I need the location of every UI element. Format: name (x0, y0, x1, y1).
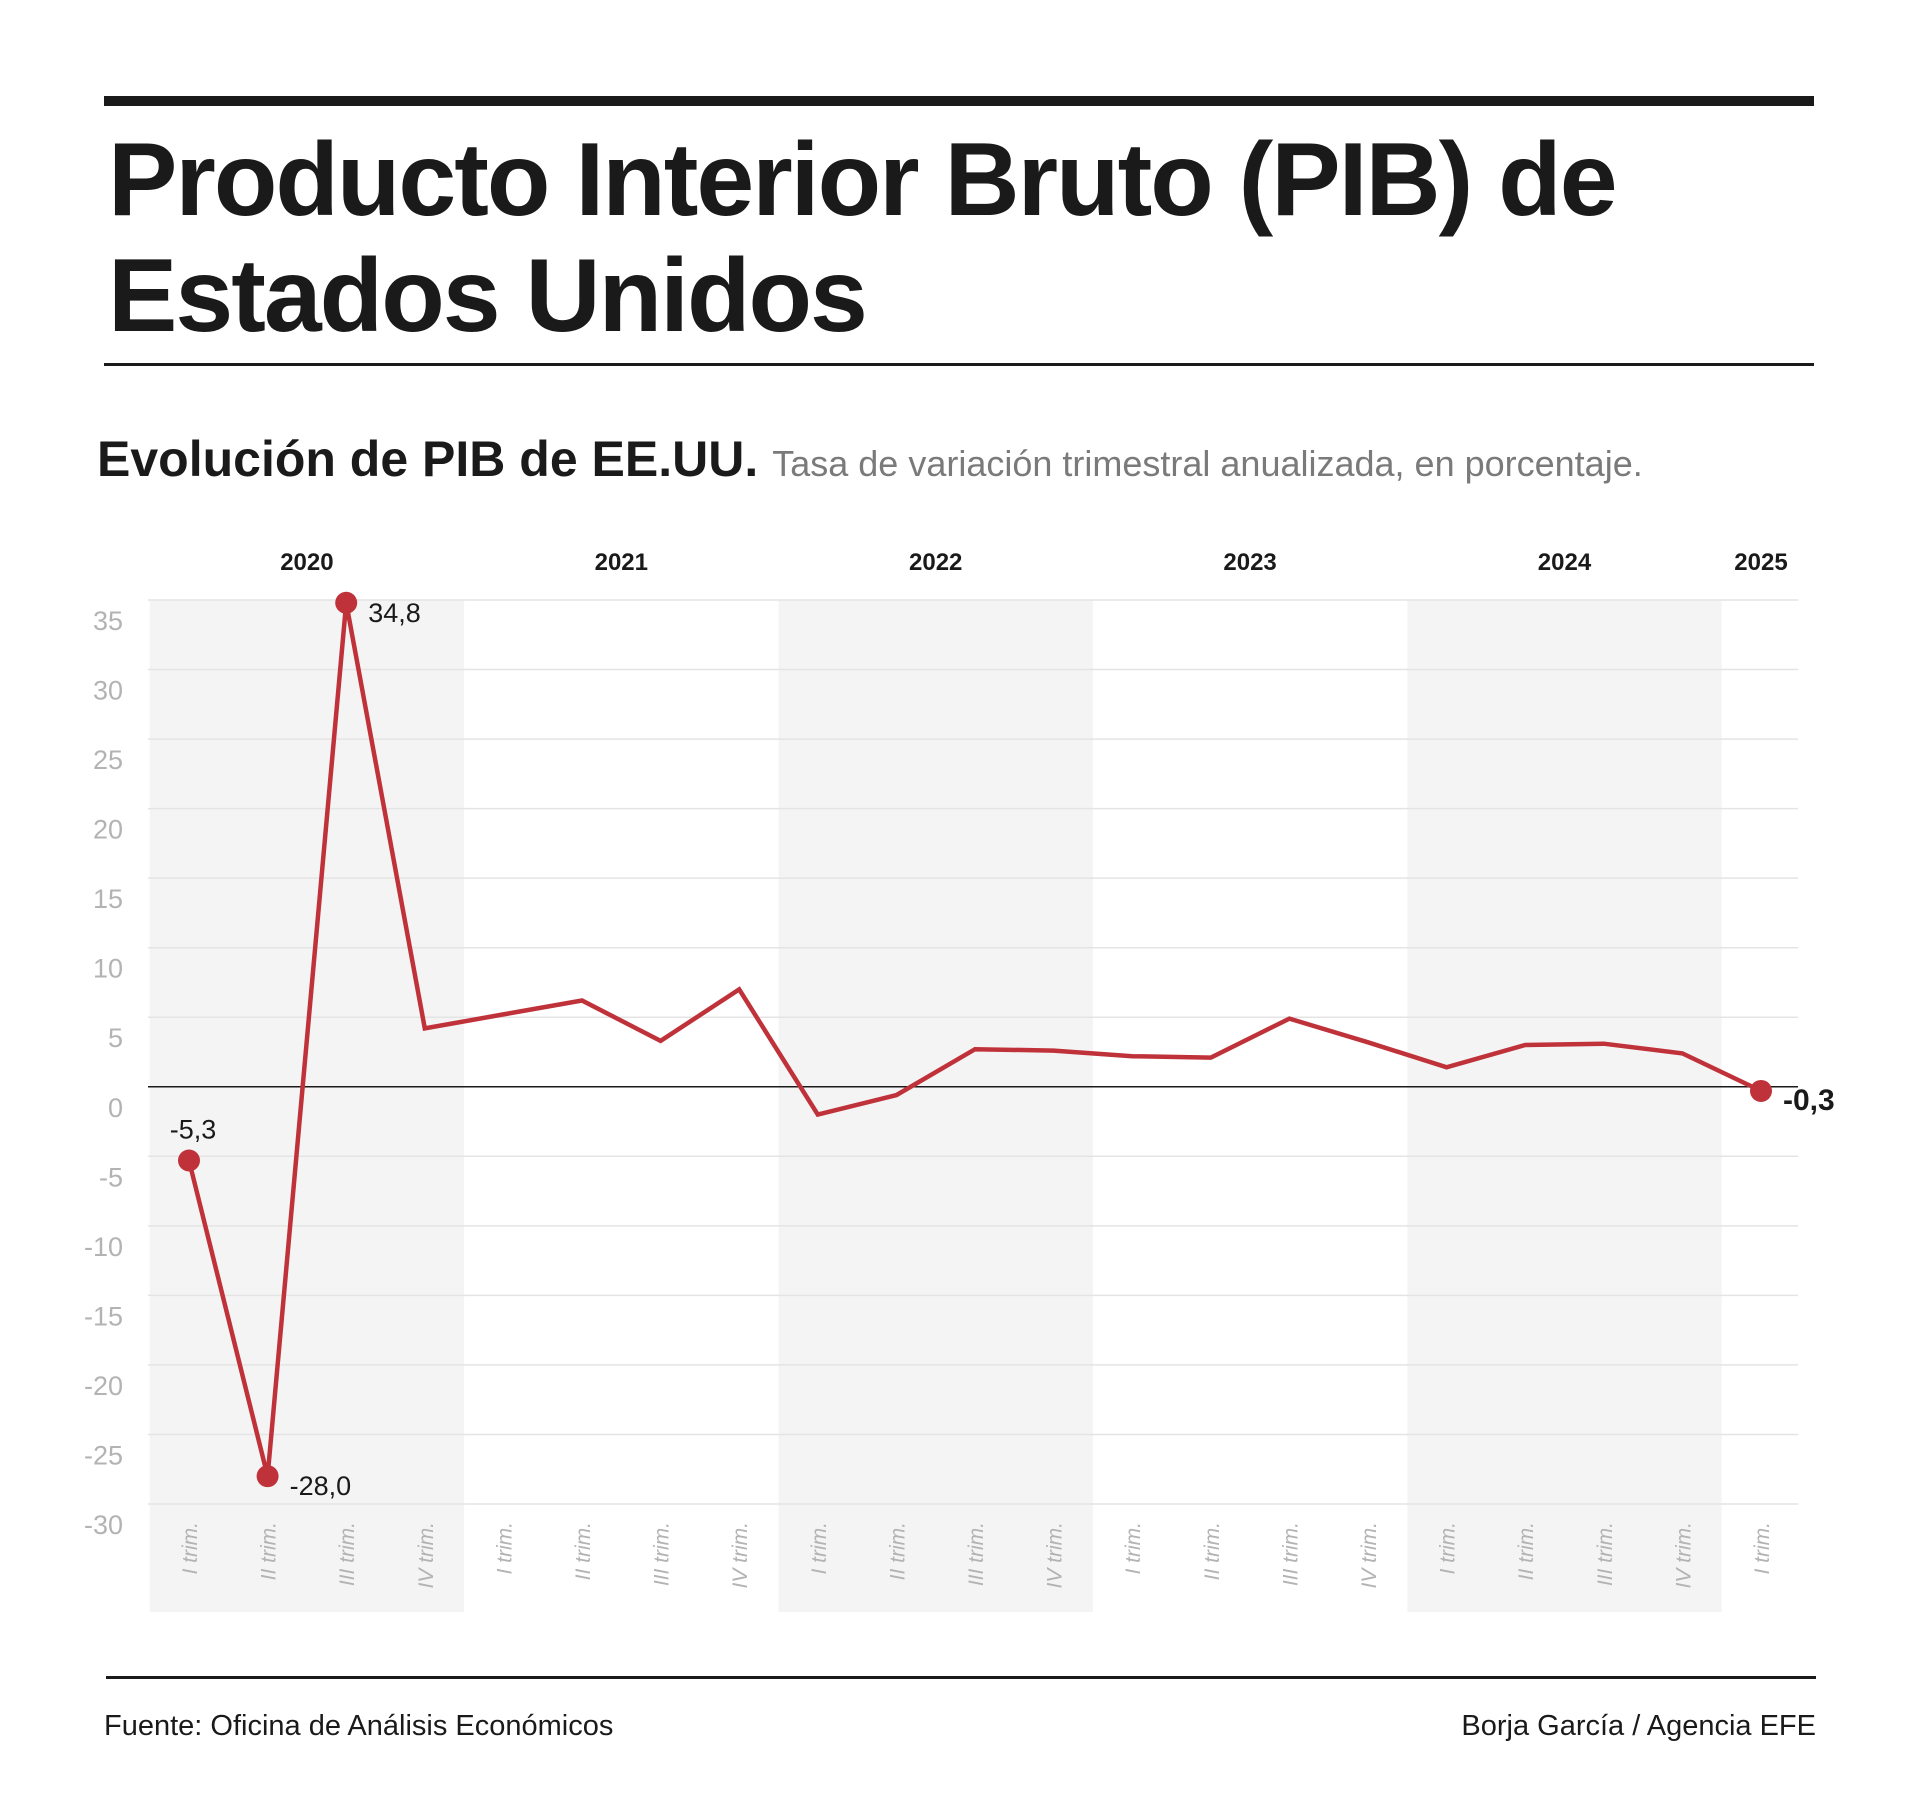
y-tick-label: 20 (93, 815, 123, 845)
y-tick-label: 15 (93, 884, 123, 914)
x-tick-label: I trim. (493, 1522, 516, 1575)
data-points (178, 591, 1772, 1488)
y-tick-label: -20 (84, 1371, 123, 1401)
y-tick-label: -30 (84, 1510, 123, 1540)
y-tick-label: -5 (99, 1162, 123, 1192)
x-tick-label: I trim. (1751, 1522, 1774, 1575)
x-tick-label: III trim. (1279, 1522, 1302, 1586)
page-title: Producto Interior Bruto (PIB) de Estados… (108, 122, 1618, 354)
top-rule (104, 96, 1814, 106)
year-band (1407, 600, 1722, 1612)
x-tick-label: IV trim. (729, 1522, 752, 1589)
y-tick-label: 0 (108, 1093, 123, 1123)
y-tick-label: 25 (93, 745, 123, 775)
x-tick-label: II trim. (886, 1522, 909, 1580)
y-tick-label: 10 (93, 954, 123, 984)
year-label: 2023 (1223, 549, 1276, 576)
chart-subtitle: Evolución de PIB de EE.UU. Tasa de variac… (97, 430, 1643, 488)
year-label: 2025 (1734, 549, 1787, 576)
x-tick-label: I trim. (808, 1522, 831, 1575)
data-point (1750, 1079, 1772, 1102)
data-labels: -5,3 -28,0 34,8 -0,3 (170, 598, 1835, 1501)
title-rule (104, 363, 1814, 366)
x-tick-label: II trim. (572, 1522, 595, 1580)
x-tick-label: III trim. (1594, 1522, 1617, 1586)
x-tick-label: II trim. (1515, 1522, 1538, 1580)
gdp-line-chart: 35 30 25 20 15 10 5 0 -5 -10 -15 -20 -25 -30 2020 2021… (84, 549, 1835, 1612)
data-label: -0,3 (1783, 1084, 1835, 1117)
y-tick-label: -15 (84, 1301, 123, 1331)
y-axis: 35 30 25 20 15 10 5 0 -5 -10 -15 -20 -25 -30 (84, 606, 123, 1540)
x-tick-label: I trim. (1122, 1522, 1145, 1575)
year-labels: 2020 2021 2022 2023 2024 2025 (280, 549, 1787, 576)
year-band (778, 600, 1093, 1612)
credit-note: Borja García / Agencia EFE (1461, 1710, 1816, 1742)
grid-lines (148, 599, 1798, 1505)
x-tick-label: IV trim. (1044, 1522, 1067, 1589)
y-tick-label: -10 (84, 1232, 123, 1262)
source-note: Fuente: Oficina de Análisis Económicos (104, 1710, 614, 1742)
data-point (256, 1465, 279, 1488)
x-tick-label: I trim. (179, 1522, 202, 1575)
year-label: 2022 (909, 549, 962, 576)
y-tick-label: 5 (108, 1023, 123, 1053)
data-label: 34,8 (368, 598, 421, 628)
x-axis: I trim. II trim. III trim. IV trim. I trim. I… (179, 1522, 1774, 1589)
year-bands (149, 600, 1722, 1612)
x-tick-label: II trim. (1201, 1522, 1224, 1580)
x-tick-label: I trim. (1437, 1522, 1460, 1575)
x-tick-label: IV trim. (1672, 1522, 1695, 1589)
x-tick-label: III trim. (651, 1522, 674, 1586)
x-tick-label: III trim. (965, 1522, 988, 1586)
x-tick-label: IV trim. (415, 1522, 438, 1589)
year-label: 2021 (595, 549, 648, 576)
year-label: 2020 (280, 549, 333, 576)
x-tick-label: IV trim. (1358, 1522, 1381, 1589)
gdp-series-line (186, 602, 1764, 1477)
y-tick-label: -25 (84, 1440, 123, 1470)
data-label: -28,0 (290, 1471, 352, 1501)
series-line (186, 602, 1764, 1477)
y-tick-label: 35 (93, 606, 123, 636)
y-tick-label: 30 (93, 676, 123, 706)
x-tick-label: III trim. (336, 1522, 359, 1586)
data-point (335, 591, 358, 614)
year-label: 2024 (1538, 549, 1592, 576)
data-label: -5,3 (170, 1114, 217, 1144)
chart-description: Tasa de variación trimestral anualizada,… (772, 443, 1643, 484)
chart-title: Evolución de PIB de EE.UU. (97, 431, 759, 487)
year-band (149, 600, 465, 1612)
bottom-rule (106, 1676, 1816, 1679)
x-tick-label: II trim. (258, 1522, 281, 1580)
data-point (178, 1149, 200, 1172)
